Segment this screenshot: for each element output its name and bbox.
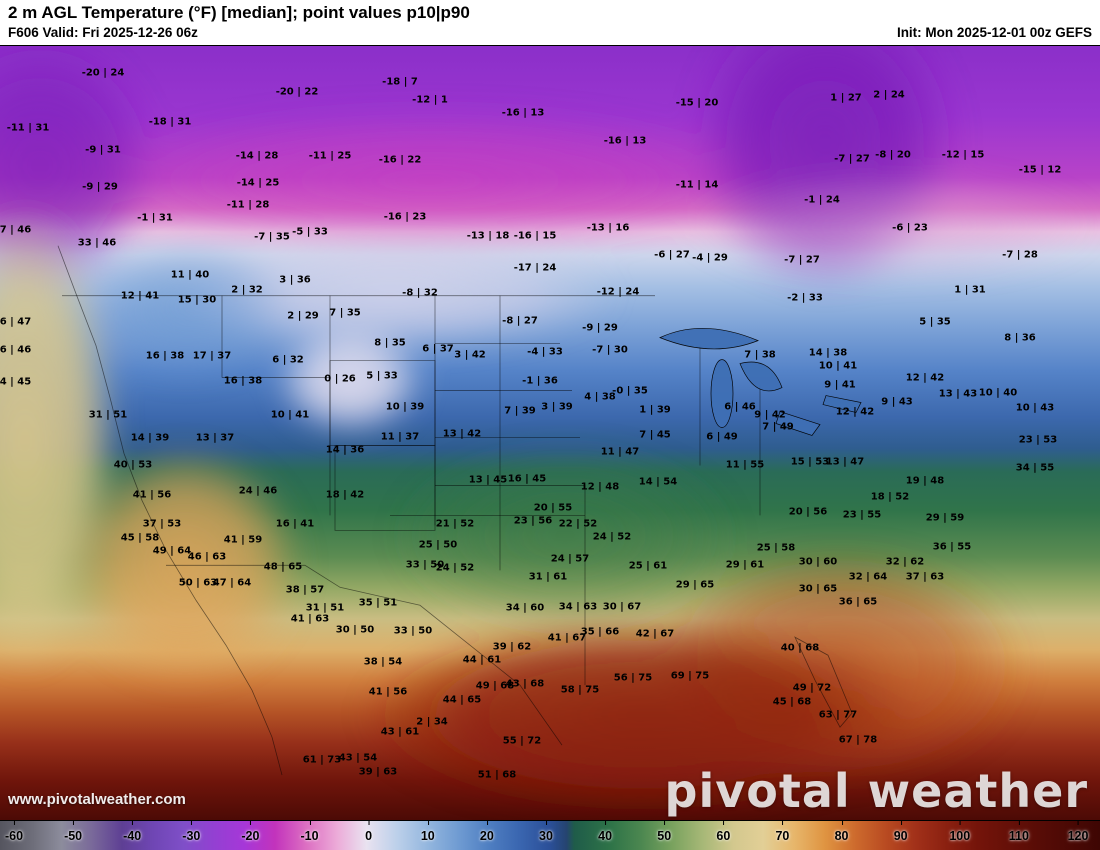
watermark-brand: pivotal weather <box>664 764 1088 818</box>
colorbar-tick-label: 80 <box>834 819 849 843</box>
colorbar-tick-label: 70 <box>775 819 790 843</box>
temperature-colorbar: -60 -50 -40 -30 -20 -10 0 10 20 30 40 50 60 70 80 90 100… <box>0 819 1100 850</box>
colorbar-tick-label: -20 <box>241 819 260 843</box>
colorbar-tick-label: -30 <box>182 819 201 843</box>
temperature-anomaly-blobs <box>0 46 1100 816</box>
colorbar-ticks: -60 -50 -40 -30 -20 -10 0 10 20 30 40 50 60 70 80 90 100… <box>0 819 1100 850</box>
watermark-url: www.pivotalweather.com <box>8 791 186 808</box>
colorbar-tick-label: 20 <box>479 819 494 843</box>
colorbar-gradient <box>0 821 1100 850</box>
valid-time-label: F606 Valid: Fri 2025-12-26 06z <box>8 25 198 40</box>
temperature-map[interactable]: www.pivotalweather.com pivotal weather <box>0 45 1100 820</box>
map-title: 2 m AGL Temperature (°F) [median]; point… <box>8 3 470 22</box>
colorbar-tick-label: 90 <box>893 819 908 843</box>
colorbar-tick-label: 50 <box>657 819 672 843</box>
map-header: 2 m AGL Temperature (°F) [median]; point… <box>0 0 1100 45</box>
colorbar-tick-label: 120 <box>1067 819 1089 843</box>
colorbar-tick-label: 60 <box>716 819 731 843</box>
map-subheader: F606 Valid: Fri 2025-12-26 06z Init: Mon… <box>8 25 1092 40</box>
temperature-field <box>0 46 1100 820</box>
colorbar-tick-label: -60 <box>4 819 24 843</box>
great-lakes <box>659 327 862 436</box>
colorbar-tick-label: 0 <box>365 819 373 843</box>
init-time-label: Init: Mon 2025-12-01 00z GEFS <box>896 25 1092 40</box>
colorbar-tick-label: 110 <box>1008 819 1029 843</box>
colorbar-tick-label: 100 <box>949 819 971 843</box>
colorbar-tick-label: -10 <box>300 819 319 843</box>
colorbar-tick-label: -40 <box>123 819 142 843</box>
colorbar-tick-label: 10 <box>420 819 435 843</box>
colorbar-tick-label: -50 <box>64 819 83 843</box>
colorbar-tick-label: 40 <box>598 819 613 843</box>
colorbar-tick-label: 30 <box>539 819 553 843</box>
state-boundaries <box>57 245 853 776</box>
